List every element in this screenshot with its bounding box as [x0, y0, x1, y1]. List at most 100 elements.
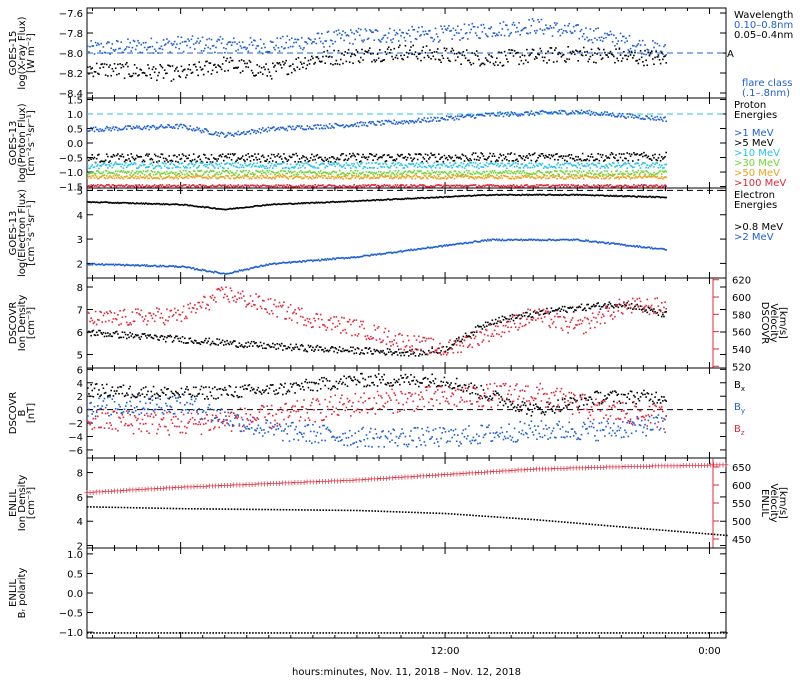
data-point — [332, 200, 334, 203]
data-point — [108, 41, 110, 44]
data-point — [109, 160, 111, 162]
data-point — [391, 198, 393, 201]
data-point — [470, 195, 472, 197]
data-point — [367, 184, 370, 186]
data-point — [225, 185, 227, 188]
data-point — [98, 73, 100, 76]
data-point — [98, 153, 100, 156]
data-point — [128, 264, 130, 266]
data-point — [227, 153, 230, 155]
data-point — [657, 118, 660, 121]
series--50-MeV — [87, 174, 668, 180]
data-point — [214, 132, 216, 135]
data-point — [211, 69, 214, 72]
data-point — [588, 159, 591, 162]
data-point — [432, 185, 435, 188]
data-point — [192, 63, 195, 66]
data-point — [616, 115, 618, 118]
data-point — [257, 153, 260, 155]
data-point — [254, 205, 256, 207]
data-point — [224, 163, 226, 166]
data-point — [657, 55, 660, 58]
data-point — [539, 163, 542, 165]
data-point — [101, 201, 104, 204]
data-point — [343, 159, 345, 162]
y-tick-label: −8.0 — [59, 49, 83, 60]
data-point — [581, 152, 584, 155]
data-point — [459, 164, 461, 167]
data-point — [413, 165, 416, 168]
data-point — [126, 166, 128, 169]
data-point — [293, 153, 295, 156]
data-point — [177, 70, 179, 72]
data-point — [249, 61, 252, 63]
data-point — [407, 162, 410, 165]
data-point — [628, 186, 631, 188]
data-point — [594, 159, 596, 162]
data-point — [523, 174, 526, 177]
data-point — [626, 113, 628, 115]
data-point — [236, 133, 238, 136]
data-point — [134, 264, 137, 266]
data-point — [501, 194, 504, 196]
data-point — [381, 156, 383, 159]
data-point — [137, 176, 139, 178]
data-point — [518, 63, 520, 66]
data-point — [493, 163, 496, 166]
data-point — [470, 63, 472, 66]
data-point — [599, 172, 602, 174]
data-point — [374, 183, 377, 186]
data-point — [334, 122, 337, 125]
data-point — [234, 41, 236, 43]
data-point — [650, 159, 653, 162]
data-point — [624, 41, 626, 44]
data-point — [311, 172, 313, 174]
data-point — [220, 208, 223, 210]
data-point — [400, 54, 402, 57]
data-point — [152, 161, 155, 164]
data-point — [91, 164, 94, 166]
data-point — [185, 170, 187, 172]
data-point — [208, 163, 211, 166]
data-point — [496, 174, 498, 176]
data-point — [594, 52, 596, 54]
data-point — [361, 177, 363, 180]
data-point — [189, 171, 192, 174]
data-point — [251, 171, 254, 174]
data-point — [569, 157, 572, 159]
data-point — [460, 115, 462, 118]
data-point — [464, 115, 467, 118]
data-point — [178, 75, 180, 77]
data-point — [373, 39, 376, 42]
data-point — [176, 176, 178, 179]
data-point — [218, 163, 221, 165]
data-point — [529, 53, 532, 56]
data-point — [639, 185, 642, 187]
data-point — [115, 202, 118, 204]
data-point — [413, 169, 416, 172]
data-point — [282, 167, 284, 170]
data-point — [477, 176, 479, 178]
data-point — [483, 171, 486, 174]
data-point — [188, 40, 191, 42]
data-point — [314, 38, 316, 40]
data-point — [423, 117, 426, 119]
data-point — [438, 153, 440, 155]
data-point — [167, 203, 169, 206]
data-point — [165, 177, 167, 179]
data-point — [130, 202, 133, 205]
data-point — [528, 185, 530, 188]
data-point — [421, 166, 423, 169]
data-point — [635, 185, 637, 187]
data-point — [122, 65, 125, 68]
data-point — [193, 176, 196, 179]
data-point — [308, 170, 311, 172]
data-point — [407, 170, 410, 173]
data-point — [214, 63, 216, 66]
data-point — [254, 184, 256, 187]
data-point — [404, 185, 407, 187]
data-point — [234, 174, 236, 176]
data-point — [251, 129, 254, 131]
data-point — [457, 166, 459, 168]
data-point — [541, 152, 544, 155]
